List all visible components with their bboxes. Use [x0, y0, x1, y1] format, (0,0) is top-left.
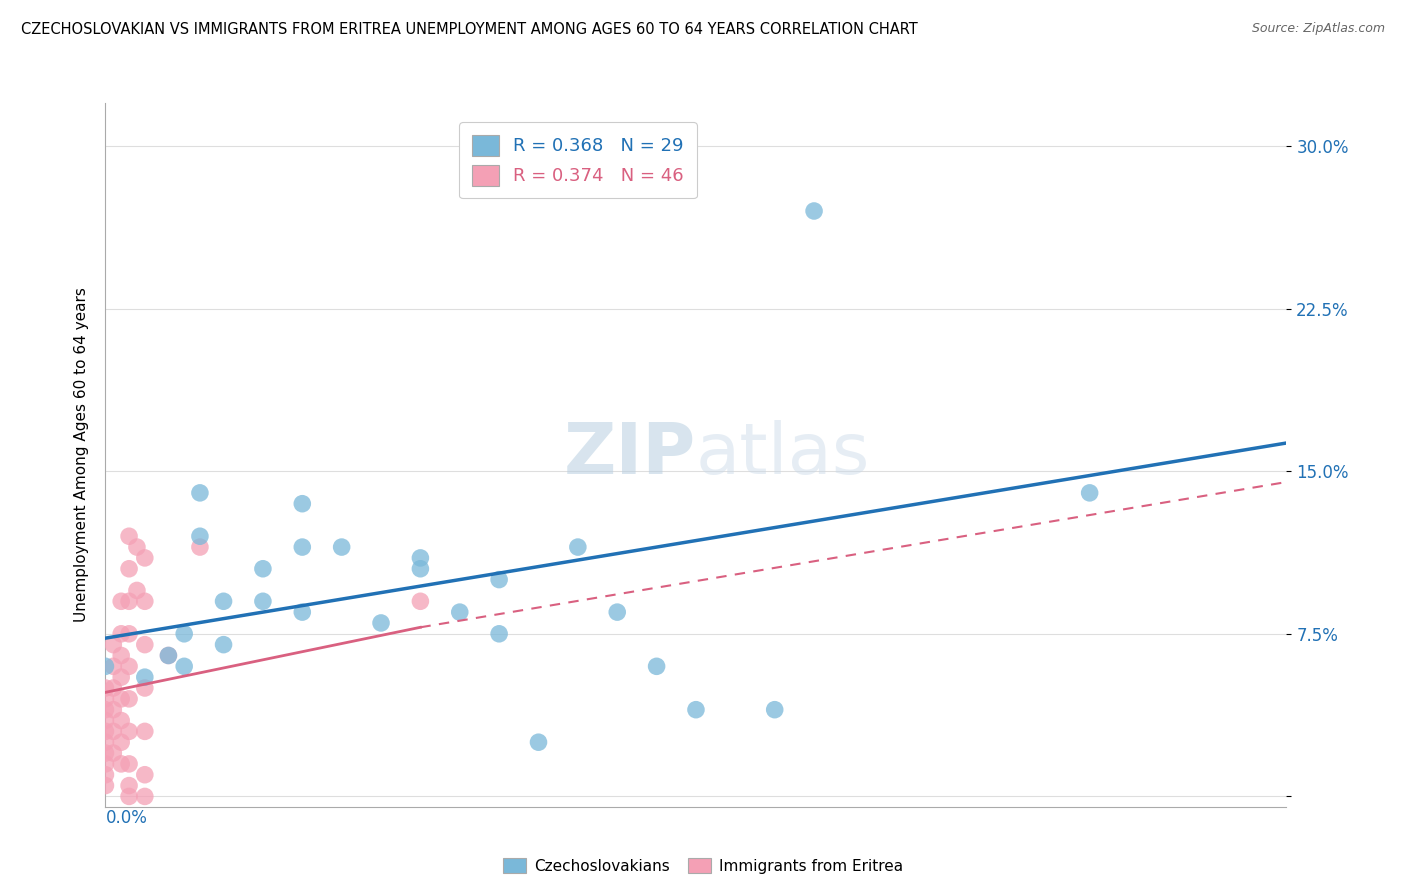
Point [94, 735, 117, 749]
Point [252, 594, 274, 608]
Point [118, 659, 141, 673]
Point [173, 627, 195, 641]
Point [103, 659, 125, 673]
Point [110, 714, 132, 728]
Point [103, 724, 125, 739]
Point [125, 583, 148, 598]
Point [606, 605, 628, 619]
Point [103, 703, 125, 717]
Point [94, 724, 117, 739]
Point [134, 550, 156, 565]
Point [409, 562, 432, 576]
Point [94, 746, 117, 760]
Point [685, 703, 707, 717]
Point [567, 540, 589, 554]
Text: 0.0%: 0.0% [105, 809, 148, 827]
Text: ZIP: ZIP [564, 420, 696, 490]
Y-axis label: Unemployment Among Ages 60 to 64 years: Unemployment Among Ages 60 to 64 years [73, 287, 89, 623]
Point [134, 594, 156, 608]
Point [188, 529, 211, 543]
Point [157, 648, 180, 663]
Point [291, 605, 314, 619]
Point [291, 540, 314, 554]
Point [409, 550, 432, 565]
Point [110, 735, 132, 749]
Point [527, 735, 550, 749]
Point [134, 681, 156, 695]
Point [94, 691, 117, 706]
Point [212, 638, 235, 652]
Legend: Czechoslovakians, Immigrants from Eritrea: Czechoslovakians, Immigrants from Eritre… [498, 852, 908, 880]
Point [645, 659, 668, 673]
Point [103, 638, 125, 652]
Point [103, 746, 125, 760]
Point [118, 724, 141, 739]
Point [134, 768, 156, 782]
Point [118, 789, 141, 804]
Point [118, 529, 141, 543]
Point [118, 594, 141, 608]
Point [803, 204, 825, 219]
Point [409, 594, 432, 608]
Point [134, 638, 156, 652]
Point [94, 681, 117, 695]
Point [125, 540, 148, 554]
Point [134, 670, 156, 684]
Point [488, 627, 510, 641]
Point [134, 724, 156, 739]
Point [110, 627, 132, 641]
Text: Source: ZipAtlas.com: Source: ZipAtlas.com [1251, 22, 1385, 36]
Point [212, 594, 235, 608]
Point [370, 615, 392, 630]
Point [94, 756, 117, 771]
Point [94, 779, 117, 793]
Point [118, 756, 141, 771]
Point [763, 703, 786, 717]
Point [118, 627, 141, 641]
Point [488, 573, 510, 587]
Point [188, 540, 211, 554]
Point [110, 648, 132, 663]
Point [103, 681, 125, 695]
Point [134, 789, 156, 804]
Point [1078, 486, 1101, 500]
Point [188, 486, 211, 500]
Text: CZECHOSLOVAKIAN VS IMMIGRANTS FROM ERITREA UNEMPLOYMENT AMONG AGES 60 TO 64 YEAR: CZECHOSLOVAKIAN VS IMMIGRANTS FROM ERITR… [21, 22, 918, 37]
Point [118, 691, 141, 706]
Point [118, 779, 141, 793]
Point [94, 714, 117, 728]
Point [157, 648, 180, 663]
Point [110, 756, 132, 771]
Point [252, 562, 274, 576]
Point [291, 497, 314, 511]
Point [118, 562, 141, 576]
Point [173, 659, 195, 673]
Point [94, 703, 117, 717]
Point [94, 659, 117, 673]
Point [110, 594, 132, 608]
Text: atlas: atlas [696, 420, 870, 490]
Point [94, 768, 117, 782]
Point [449, 605, 471, 619]
Point [110, 691, 132, 706]
Point [330, 540, 353, 554]
Point [110, 670, 132, 684]
Legend: R = 0.368   N = 29, R = 0.374   N = 46: R = 0.368 N = 29, R = 0.374 N = 46 [460, 122, 696, 198]
